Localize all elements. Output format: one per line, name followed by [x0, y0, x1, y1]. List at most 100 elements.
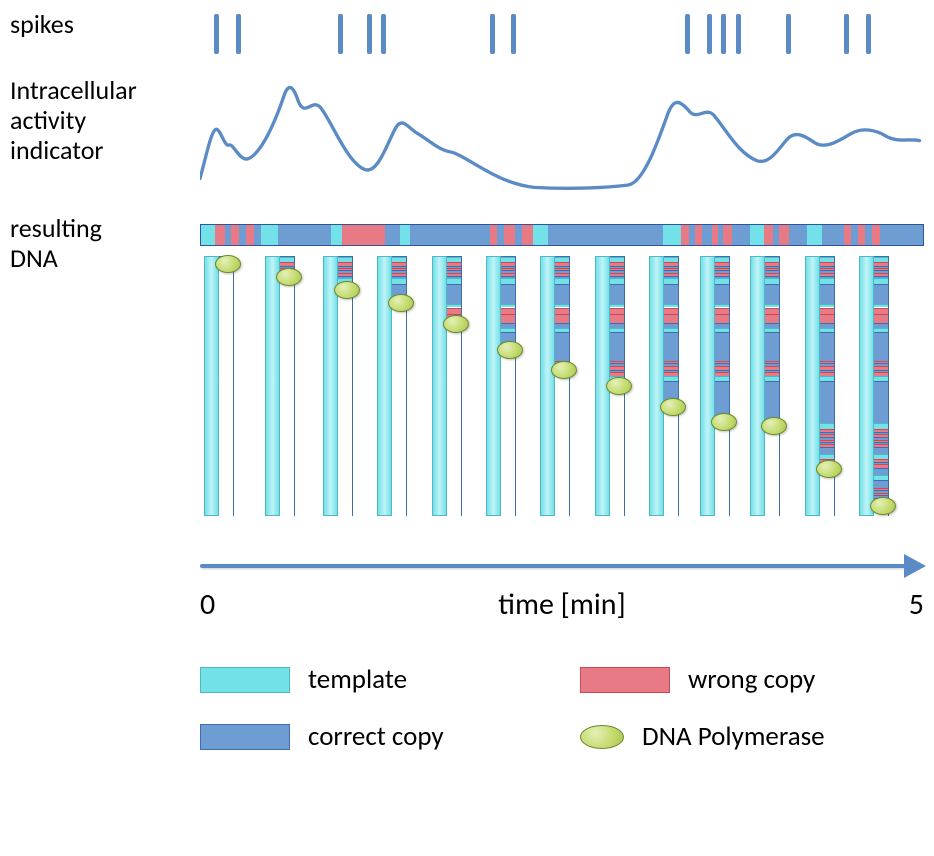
- dna-segment-correct: [278, 225, 331, 245]
- legend-template: template: [200, 663, 520, 696]
- row-resulting-dna: resulting DNA: [10, 214, 924, 536]
- polymerase-icon: [606, 377, 632, 395]
- dna-segment-wrong: [246, 225, 254, 245]
- polymerase-icon: [761, 417, 787, 435]
- strand-copy: [555, 256, 570, 516]
- dna-segment-correct: [548, 225, 664, 245]
- strand-segment-correct: [874, 284, 888, 303]
- dna-segment-wrong: [695, 225, 702, 245]
- strand-segment-correct: [555, 284, 569, 303]
- dna-segment-light: [400, 225, 411, 245]
- strand-segment-correct: [501, 284, 515, 303]
- strand-copy: [664, 256, 679, 516]
- strand-segment-wrong: [874, 314, 888, 323]
- strand-segment-correct: [664, 332, 678, 360]
- axis-col: 0 time [min] 5: [200, 554, 924, 623]
- spike: [214, 14, 219, 54]
- dna-segment-wrong: [872, 225, 879, 245]
- dna-segment-light: [331, 225, 342, 245]
- waveform-area: [200, 76, 924, 196]
- strand-segment-correct: [765, 284, 779, 303]
- strand-copy: [219, 256, 234, 516]
- label-indicator-l1: Intracellular: [10, 76, 200, 106]
- spike: [866, 14, 871, 54]
- dna-segment-correct: [515, 225, 522, 245]
- dna-segment-correct: [702, 225, 712, 245]
- dna-segment-wrong: [231, 225, 238, 245]
- legend-correct: correct copy: [200, 720, 520, 753]
- dna-strand: [805, 256, 835, 516]
- dna-segment-light: [663, 225, 681, 245]
- dna-segment-correct: [880, 225, 923, 245]
- spike: [685, 14, 690, 54]
- label-spikes: spikes: [10, 10, 200, 40]
- dna-segment-wrong: [342, 225, 360, 245]
- strand-segment-wrong: [820, 314, 834, 323]
- dna-segment-wrong: [490, 225, 497, 245]
- dna-segment-correct: [789, 225, 807, 245]
- strand-template: [805, 256, 820, 516]
- strand-copy: [874, 256, 889, 516]
- dna-segment-wrong: [504, 225, 515, 245]
- strand-template: [432, 256, 447, 516]
- dna-segment-light: [807, 225, 821, 245]
- strand-segment-correct: [447, 284, 461, 303]
- legend-label-template: template: [308, 663, 407, 696]
- label-indicator-l3: indicator: [10, 136, 200, 166]
- swatch-template: [200, 667, 290, 693]
- polymerase-icon: [497, 341, 523, 359]
- dna-segment-correct: [410, 225, 489, 245]
- strand-copy: [715, 256, 730, 516]
- dna-segment-wrong: [723, 225, 732, 245]
- dna-segment-light: [750, 225, 764, 245]
- spike: [707, 14, 712, 54]
- dna-segment-light: [533, 225, 547, 245]
- strand-segment-correct: [820, 284, 834, 303]
- dna-segment-correct: [385, 225, 399, 245]
- dna-segment-correct: [254, 225, 261, 245]
- axis-arrowhead-icon: [904, 554, 926, 578]
- strand-segment-wrong: [715, 314, 729, 323]
- spike: [736, 14, 741, 54]
- polymerase-icon: [551, 361, 577, 379]
- strand-segment-correct: [715, 284, 729, 303]
- dna-strand: [377, 256, 407, 516]
- dna-segment-correct: [865, 225, 872, 245]
- strand-segment-light: [874, 423, 888, 429]
- dna-strand: [540, 256, 570, 516]
- dna-strand: [750, 256, 780, 516]
- time-axis: [200, 554, 924, 580]
- strand-segment-correct: [664, 284, 678, 303]
- strand-segment-wrong: [501, 314, 515, 323]
- polymerase-icon: [334, 281, 360, 299]
- spike: [367, 14, 372, 54]
- spike: [338, 14, 343, 54]
- polymerase-icon: [215, 255, 241, 273]
- legend-label-wrong: wrong copy: [688, 663, 815, 696]
- dna-segment-wrong: [215, 225, 224, 245]
- legend-label-correct: correct copy: [308, 720, 444, 753]
- polymerase-icon: [276, 268, 302, 286]
- strand-segment-correct: [874, 480, 888, 488]
- strand-copy: [447, 256, 462, 516]
- spike: [721, 14, 726, 54]
- legend: template wrong copy correct copy DNA Pol…: [200, 663, 924, 753]
- strand-template: [750, 256, 765, 516]
- polymerase-icon: [870, 497, 896, 515]
- dna-segment-light: [201, 225, 215, 245]
- dna-segment-wrong: [844, 225, 851, 245]
- strand-segment-wrong: [555, 314, 569, 323]
- strand-segment-correct: [715, 332, 729, 360]
- dna-segment-correct: [497, 225, 504, 245]
- dna-segment-correct: [851, 225, 858, 245]
- dna-segment-correct: [732, 225, 750, 245]
- polymerase-icon: [816, 460, 842, 478]
- strands-area: [200, 256, 924, 536]
- axis-label-center: time [min]: [200, 586, 924, 623]
- legend-wrong: wrong copy: [580, 663, 900, 696]
- strand-segment-correct: [820, 332, 834, 360]
- spike: [236, 14, 241, 54]
- dna-segment-wrong: [858, 225, 865, 245]
- label-resulting-l1: resulting: [10, 214, 200, 244]
- strand-segment-correct: [874, 332, 888, 360]
